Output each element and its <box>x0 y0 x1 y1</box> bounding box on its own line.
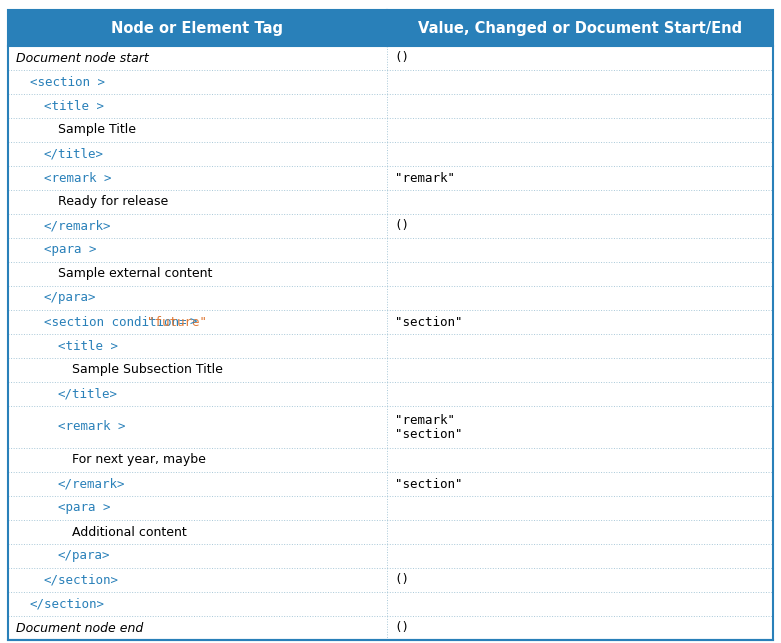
Text: </section>: </section> <box>44 574 119 586</box>
Text: "future": "future" <box>147 316 207 329</box>
Text: Ready for release: Ready for release <box>58 195 168 208</box>
Bar <box>8 496 773 520</box>
Bar <box>8 10 773 46</box>
Text: Additional content: Additional content <box>72 525 187 538</box>
Bar <box>8 358 773 382</box>
Bar <box>8 472 773 496</box>
Text: Sample Subsection Title: Sample Subsection Title <box>72 363 223 377</box>
Text: </section>: </section> <box>30 597 105 610</box>
Text: (): () <box>394 622 410 635</box>
Bar <box>8 94 773 118</box>
Text: Node or Element Tag: Node or Element Tag <box>112 21 284 35</box>
Text: Sample external content: Sample external content <box>58 267 212 280</box>
Text: (): () <box>394 51 410 64</box>
Text: </para>: </para> <box>58 550 110 563</box>
Text: <para >: <para > <box>44 244 97 257</box>
Bar <box>8 544 773 568</box>
Text: "remark": "remark" <box>394 413 455 426</box>
Text: "section": "section" <box>394 428 462 440</box>
Text: <title >: <title > <box>44 100 104 113</box>
Text: <title >: <title > <box>58 340 118 352</box>
Bar <box>8 166 773 190</box>
Text: Document node end: Document node end <box>16 622 143 635</box>
Bar <box>8 310 773 334</box>
Text: (): () <box>394 219 410 233</box>
Text: <section condition=: <section condition= <box>44 316 187 329</box>
Text: For next year, maybe: For next year, maybe <box>72 453 206 467</box>
Text: "section": "section" <box>394 316 462 329</box>
Text: "section": "section" <box>394 478 462 491</box>
Text: </title>: </title> <box>58 388 118 401</box>
Bar <box>8 592 773 616</box>
Bar <box>8 448 773 472</box>
Text: <remark >: <remark > <box>58 421 126 433</box>
Bar <box>8 568 773 592</box>
Text: >: > <box>190 316 198 329</box>
Text: Value, Changed or Document Start/End: Value, Changed or Document Start/End <box>418 21 742 35</box>
Text: Document node start: Document node start <box>16 51 148 64</box>
Text: </para>: </para> <box>44 291 97 305</box>
Bar <box>8 46 773 70</box>
Text: <remark >: <remark > <box>44 172 112 185</box>
Bar <box>8 262 773 286</box>
Text: <section >: <section > <box>30 75 105 89</box>
Bar <box>8 616 773 640</box>
Bar <box>8 142 773 166</box>
Text: "remark": "remark" <box>394 172 455 185</box>
Bar <box>8 238 773 262</box>
Bar <box>8 382 773 406</box>
Text: </remark>: </remark> <box>44 219 112 233</box>
Bar <box>8 214 773 238</box>
Bar <box>8 118 773 142</box>
Text: </remark>: </remark> <box>58 478 126 491</box>
Bar <box>8 520 773 544</box>
Bar <box>8 190 773 214</box>
Text: </title>: </title> <box>44 147 104 161</box>
Text: Sample Title: Sample Title <box>58 123 136 136</box>
Bar <box>8 334 773 358</box>
Text: <para >: <para > <box>58 502 110 514</box>
Bar <box>8 286 773 310</box>
Bar <box>8 406 773 448</box>
Bar <box>8 70 773 94</box>
Text: (): () <box>394 574 410 586</box>
